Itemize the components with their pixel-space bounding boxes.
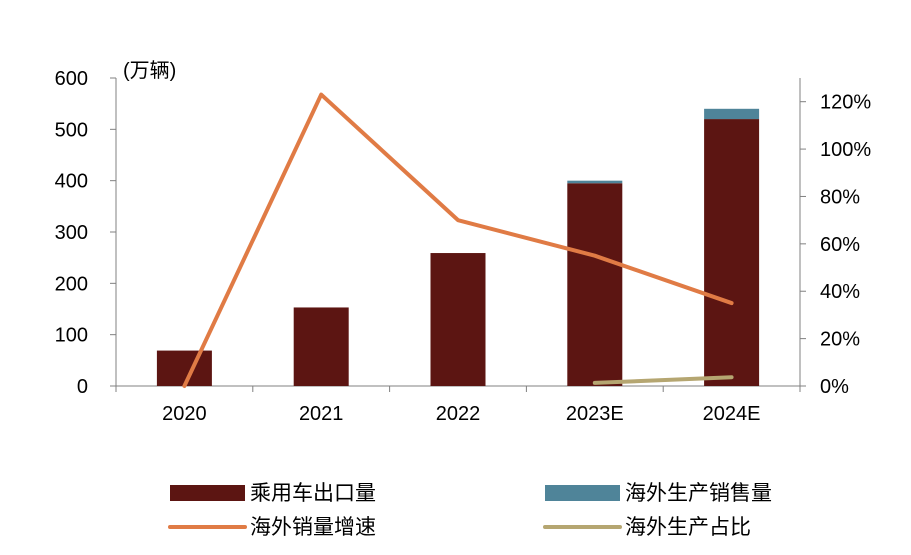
- left-axis-tick-label: 0: [77, 376, 88, 398]
- x-axis-tick-label: 2022: [436, 403, 481, 425]
- bar: [567, 180, 623, 184]
- left-axis-tick-label: 300: [55, 222, 88, 244]
- bar: [293, 307, 349, 386]
- legend-swatch-bar: [170, 485, 245, 501]
- right-axis-tick-label: 20%: [820, 329, 860, 351]
- x-axis-tick-label: 2023E: [566, 403, 624, 425]
- right-axis-tick-label: 60%: [820, 234, 860, 256]
- bar: [704, 119, 760, 387]
- bar: [430, 253, 486, 386]
- legend-label: 海外生产销售量: [625, 482, 772, 505]
- legend-label: 乘用车出口量: [250, 482, 376, 505]
- x-axis-tick-label: 2024E: [703, 403, 761, 425]
- right-axis-tick-label: 0%: [820, 376, 849, 398]
- left-axis-tick-label: 500: [55, 119, 88, 141]
- bar: [156, 350, 212, 386]
- legend-swatch-bar: [545, 485, 620, 501]
- left-axis-tick-label: 400: [55, 171, 88, 193]
- series-line: [182, 92, 734, 388]
- right-axis-tick-label: 40%: [820, 281, 860, 303]
- right-axis-tick-label: 80%: [820, 186, 860, 208]
- left-axis-unit-label: (万辆): [123, 59, 176, 82]
- right-axis-tick-label: 120%: [820, 92, 871, 114]
- x-axis-tick-label: 2021: [299, 403, 344, 425]
- bar: [567, 183, 623, 386]
- right-axis-tick-label: 100%: [820, 139, 871, 161]
- x-axis-tick-label: 2020: [162, 403, 207, 425]
- left-axis-tick-label: 200: [55, 273, 88, 295]
- left-axis-tick-label: 100: [55, 325, 88, 347]
- legend-label: 海外销量增速: [250, 516, 376, 539]
- left-axis-tick-label: 600: [55, 68, 88, 90]
- bar: [704, 108, 760, 120]
- series-line: [592, 375, 734, 385]
- legend-label: 海外生产占比: [625, 516, 751, 539]
